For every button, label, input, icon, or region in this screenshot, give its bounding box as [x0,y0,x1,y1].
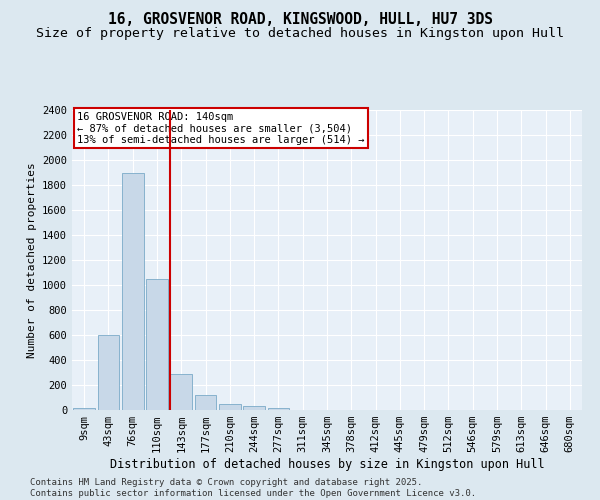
Text: 16, GROSVENOR ROAD, KINGSWOOD, HULL, HU7 3DS: 16, GROSVENOR ROAD, KINGSWOOD, HULL, HU7… [107,12,493,28]
Text: Size of property relative to detached houses in Kingston upon Hull: Size of property relative to detached ho… [36,28,564,40]
Bar [170,374,192,410]
Bar [243,406,265,410]
Text: Contains HM Land Registry data © Crown copyright and database right 2025.
Contai: Contains HM Land Registry data © Crown c… [30,478,476,498]
Bar [219,404,241,410]
X-axis label: Distribution of detached houses by size in Kingston upon Hull: Distribution of detached houses by size … [110,458,544,471]
Bar [268,408,289,410]
Bar [73,408,95,410]
Bar [194,395,217,410]
Bar [122,172,143,410]
Bar [146,279,168,410]
Y-axis label: Number of detached properties: Number of detached properties [26,162,37,358]
Text: 16 GROSVENOR ROAD: 140sqm
← 87% of detached houses are smaller (3,504)
13% of se: 16 GROSVENOR ROAD: 140sqm ← 87% of detac… [77,112,365,144]
Bar [97,335,119,410]
